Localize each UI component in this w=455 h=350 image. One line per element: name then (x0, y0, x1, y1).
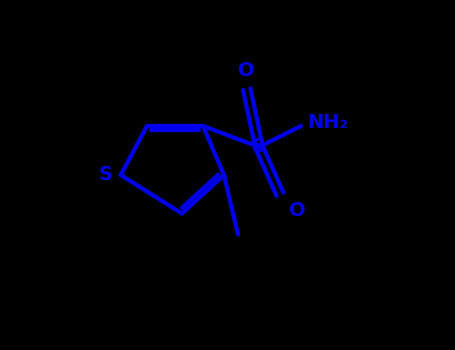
Text: O: O (238, 62, 255, 80)
Text: S: S (99, 166, 113, 184)
Text: O: O (289, 201, 305, 220)
Text: S: S (252, 138, 266, 156)
Text: NH₂: NH₂ (307, 113, 348, 132)
